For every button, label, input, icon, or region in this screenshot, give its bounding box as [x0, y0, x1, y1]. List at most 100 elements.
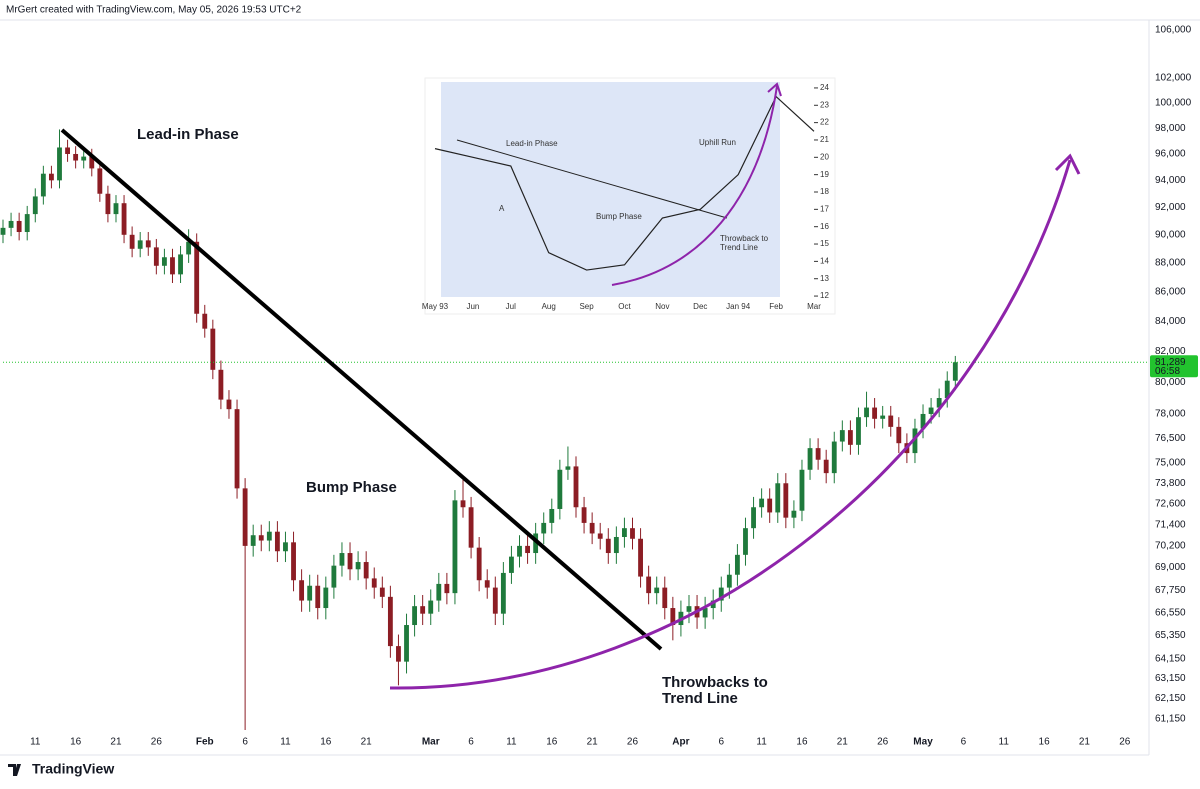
candle-body	[791, 510, 797, 518]
inset-x-tick-label: Jun	[466, 302, 479, 311]
y-tick-label: 75,000	[1155, 458, 1186, 469]
candle-body	[864, 407, 869, 418]
x-tick-label: May	[913, 737, 933, 748]
candle-body	[468, 507, 474, 548]
inset-x-tick-label: Oct	[618, 302, 631, 311]
y-tick-label: 78,000	[1155, 409, 1186, 420]
candle-body	[743, 528, 748, 555]
y-tick-label: 69,000	[1155, 562, 1186, 573]
candle-body	[492, 587, 498, 614]
candle-body	[710, 600, 716, 609]
annotation: Throwbacks to	[662, 674, 768, 691]
y-tick-label: 73,800	[1155, 478, 1186, 489]
candle-body	[847, 430, 853, 445]
candle-body	[387, 596, 393, 647]
x-tick-label: 26	[627, 737, 639, 748]
y-tick-label: 106,000	[1155, 25, 1192, 36]
inset-y-tick-label: 22	[820, 118, 829, 127]
inset-annotation: Bump Phase	[596, 212, 642, 221]
x-tick-label: 16	[1039, 737, 1051, 748]
candle-body	[291, 542, 296, 581]
inset-y-tick-label: 14	[820, 256, 829, 265]
inset-x-tick-label: Feb	[769, 302, 783, 311]
candle-body	[186, 241, 192, 255]
candle-body	[234, 409, 240, 489]
y-tick-label: 94,000	[1155, 175, 1186, 186]
candle-body	[839, 430, 845, 442]
x-tick-label: 16	[320, 737, 332, 748]
candle-body	[622, 528, 627, 537]
inset-y-tick-label: 16	[820, 222, 829, 231]
inset-y-tick-label: 24	[820, 83, 829, 92]
annotation: Trend Line	[662, 690, 738, 707]
candle-body	[896, 426, 902, 444]
y-tick-label: 64,150	[1155, 653, 1186, 664]
candle-body	[662, 587, 668, 609]
candle-body	[363, 562, 369, 579]
y-tick-label: 63,150	[1155, 673, 1186, 684]
candle-body	[525, 545, 530, 554]
inset-x-tick-label: Mar	[807, 302, 821, 311]
x-tick-label: 26	[151, 737, 163, 748]
candle-body	[24, 214, 30, 233]
candle-body	[32, 196, 38, 215]
inset-y-tick-label: 20	[820, 152, 829, 161]
candle-body	[57, 147, 62, 181]
candle-body	[872, 407, 878, 419]
x-tick-label: 6	[468, 737, 474, 748]
candle-body	[153, 247, 159, 266]
candle-body	[783, 483, 789, 518]
candle-body	[299, 580, 305, 601]
candle-body	[315, 585, 321, 609]
candle-body	[533, 533, 539, 554]
candle-body	[815, 448, 821, 460]
x-tick-label: 6	[961, 737, 967, 748]
y-tick-label: 82,000	[1155, 346, 1186, 357]
candle-body	[202, 313, 208, 329]
candle-body	[210, 328, 216, 370]
x-tick-label: 6	[718, 737, 724, 748]
candle-body	[16, 220, 22, 233]
candle-body	[379, 587, 385, 597]
candle-body	[726, 574, 732, 588]
x-tick-label: 11	[280, 737, 291, 748]
candle-body	[307, 585, 313, 601]
candle-body	[517, 545, 522, 557]
arrow-head	[1054, 153, 1081, 175]
y-tick-label: 90,000	[1155, 229, 1186, 240]
candle-body	[775, 483, 781, 513]
inset-chart: 12 13 14 15 16 17 18 19 20 21 22 23 24 May 93 Jun Jul Au…	[422, 77, 836, 315]
x-tick-label: 21	[110, 737, 122, 748]
footer-logo: TradingView	[8, 761, 114, 777]
candle-body	[121, 203, 127, 235]
candle-body	[81, 156, 87, 161]
candle-body	[339, 553, 345, 566]
inset-x-tick-label: Nov	[655, 302, 669, 311]
candle-body	[912, 428, 918, 454]
candle-body	[702, 608, 708, 618]
candle-body	[65, 147, 70, 154]
candle-body	[573, 466, 579, 508]
x-tick-label: 16	[796, 737, 808, 748]
candle-body	[89, 156, 95, 169]
candle-body	[331, 565, 337, 588]
inset-y-tick-label: 19	[820, 170, 829, 179]
price-tag-label: 81,289	[1155, 357, 1186, 368]
inset-annotation: A	[499, 204, 505, 213]
inset-x-tick-label: Jul	[506, 302, 516, 311]
candle-body	[952, 362, 958, 381]
countdown: 06:58	[1155, 366, 1180, 377]
inset-annotation: Lead-in Phase	[506, 139, 558, 148]
candle-body	[718, 587, 724, 601]
x-tick-label: 6	[242, 737, 248, 748]
inset-x-tick-label: May 93	[422, 302, 449, 311]
candle-body	[170, 257, 175, 275]
candle-body	[920, 413, 926, 429]
candle-body	[646, 576, 652, 594]
x-tick-label: 11	[999, 737, 1010, 748]
x-tick-label: 21	[587, 737, 599, 748]
candle-body	[274, 531, 280, 552]
candle-body	[49, 173, 54, 181]
candle-body	[436, 583, 442, 601]
y-tick-label: 65,350	[1155, 630, 1186, 641]
